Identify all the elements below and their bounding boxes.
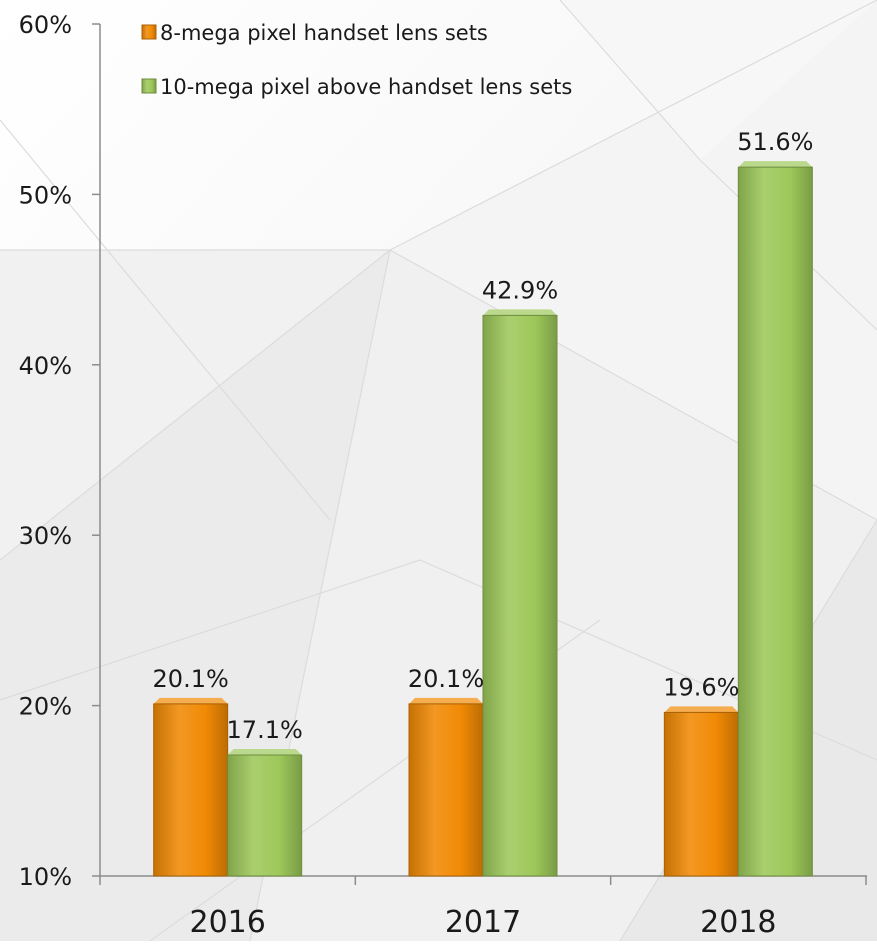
data-label: 19.6% [663,673,739,701]
data-labels: 20.1% 17.1% 20.1% 42.9% 19.6% 51.6% [153,128,814,744]
data-label: 51.6% [737,128,813,156]
bar-top [483,309,557,316]
bars [153,161,813,877]
legend: 8-mega pixel handset lens sets 10-mega pi… [141,21,572,99]
y-tick-label: 60% [19,11,72,39]
data-label: 42.9% [482,276,558,304]
bar-top [409,697,483,704]
y-tick-label: 20% [19,693,72,721]
bar [153,703,229,877]
data-label: 20.1% [153,665,229,693]
bar-top [664,706,739,713]
bar-top [227,749,302,756]
legend-label: 8-mega pixel handset lens sets [160,21,488,45]
y-tick-label: 40% [19,352,72,380]
x-category-label: 2016 [189,905,265,940]
legend-label: 10-mega pixel above handset lens sets [160,75,572,99]
x-category-label: 2018 [700,905,776,940]
data-label: 20.1% [408,665,484,693]
data-label: 17.1% [227,716,303,744]
y-tick-label: 10% [19,863,72,891]
bar-top [153,697,228,704]
bar [227,754,303,877]
bar [482,314,558,877]
y-tick-label: 50% [19,181,72,209]
bar [663,711,739,877]
y-tick-label: 30% [19,522,72,550]
bar [408,703,484,877]
bar-top [738,161,813,168]
legend-swatch [141,24,157,40]
legend-swatch [141,78,157,94]
bar [737,166,813,877]
x-category-label: 2017 [445,905,521,940]
axes: 10% 20% 30% 40% 50% 60% 2016 2017 2018 [19,11,867,940]
